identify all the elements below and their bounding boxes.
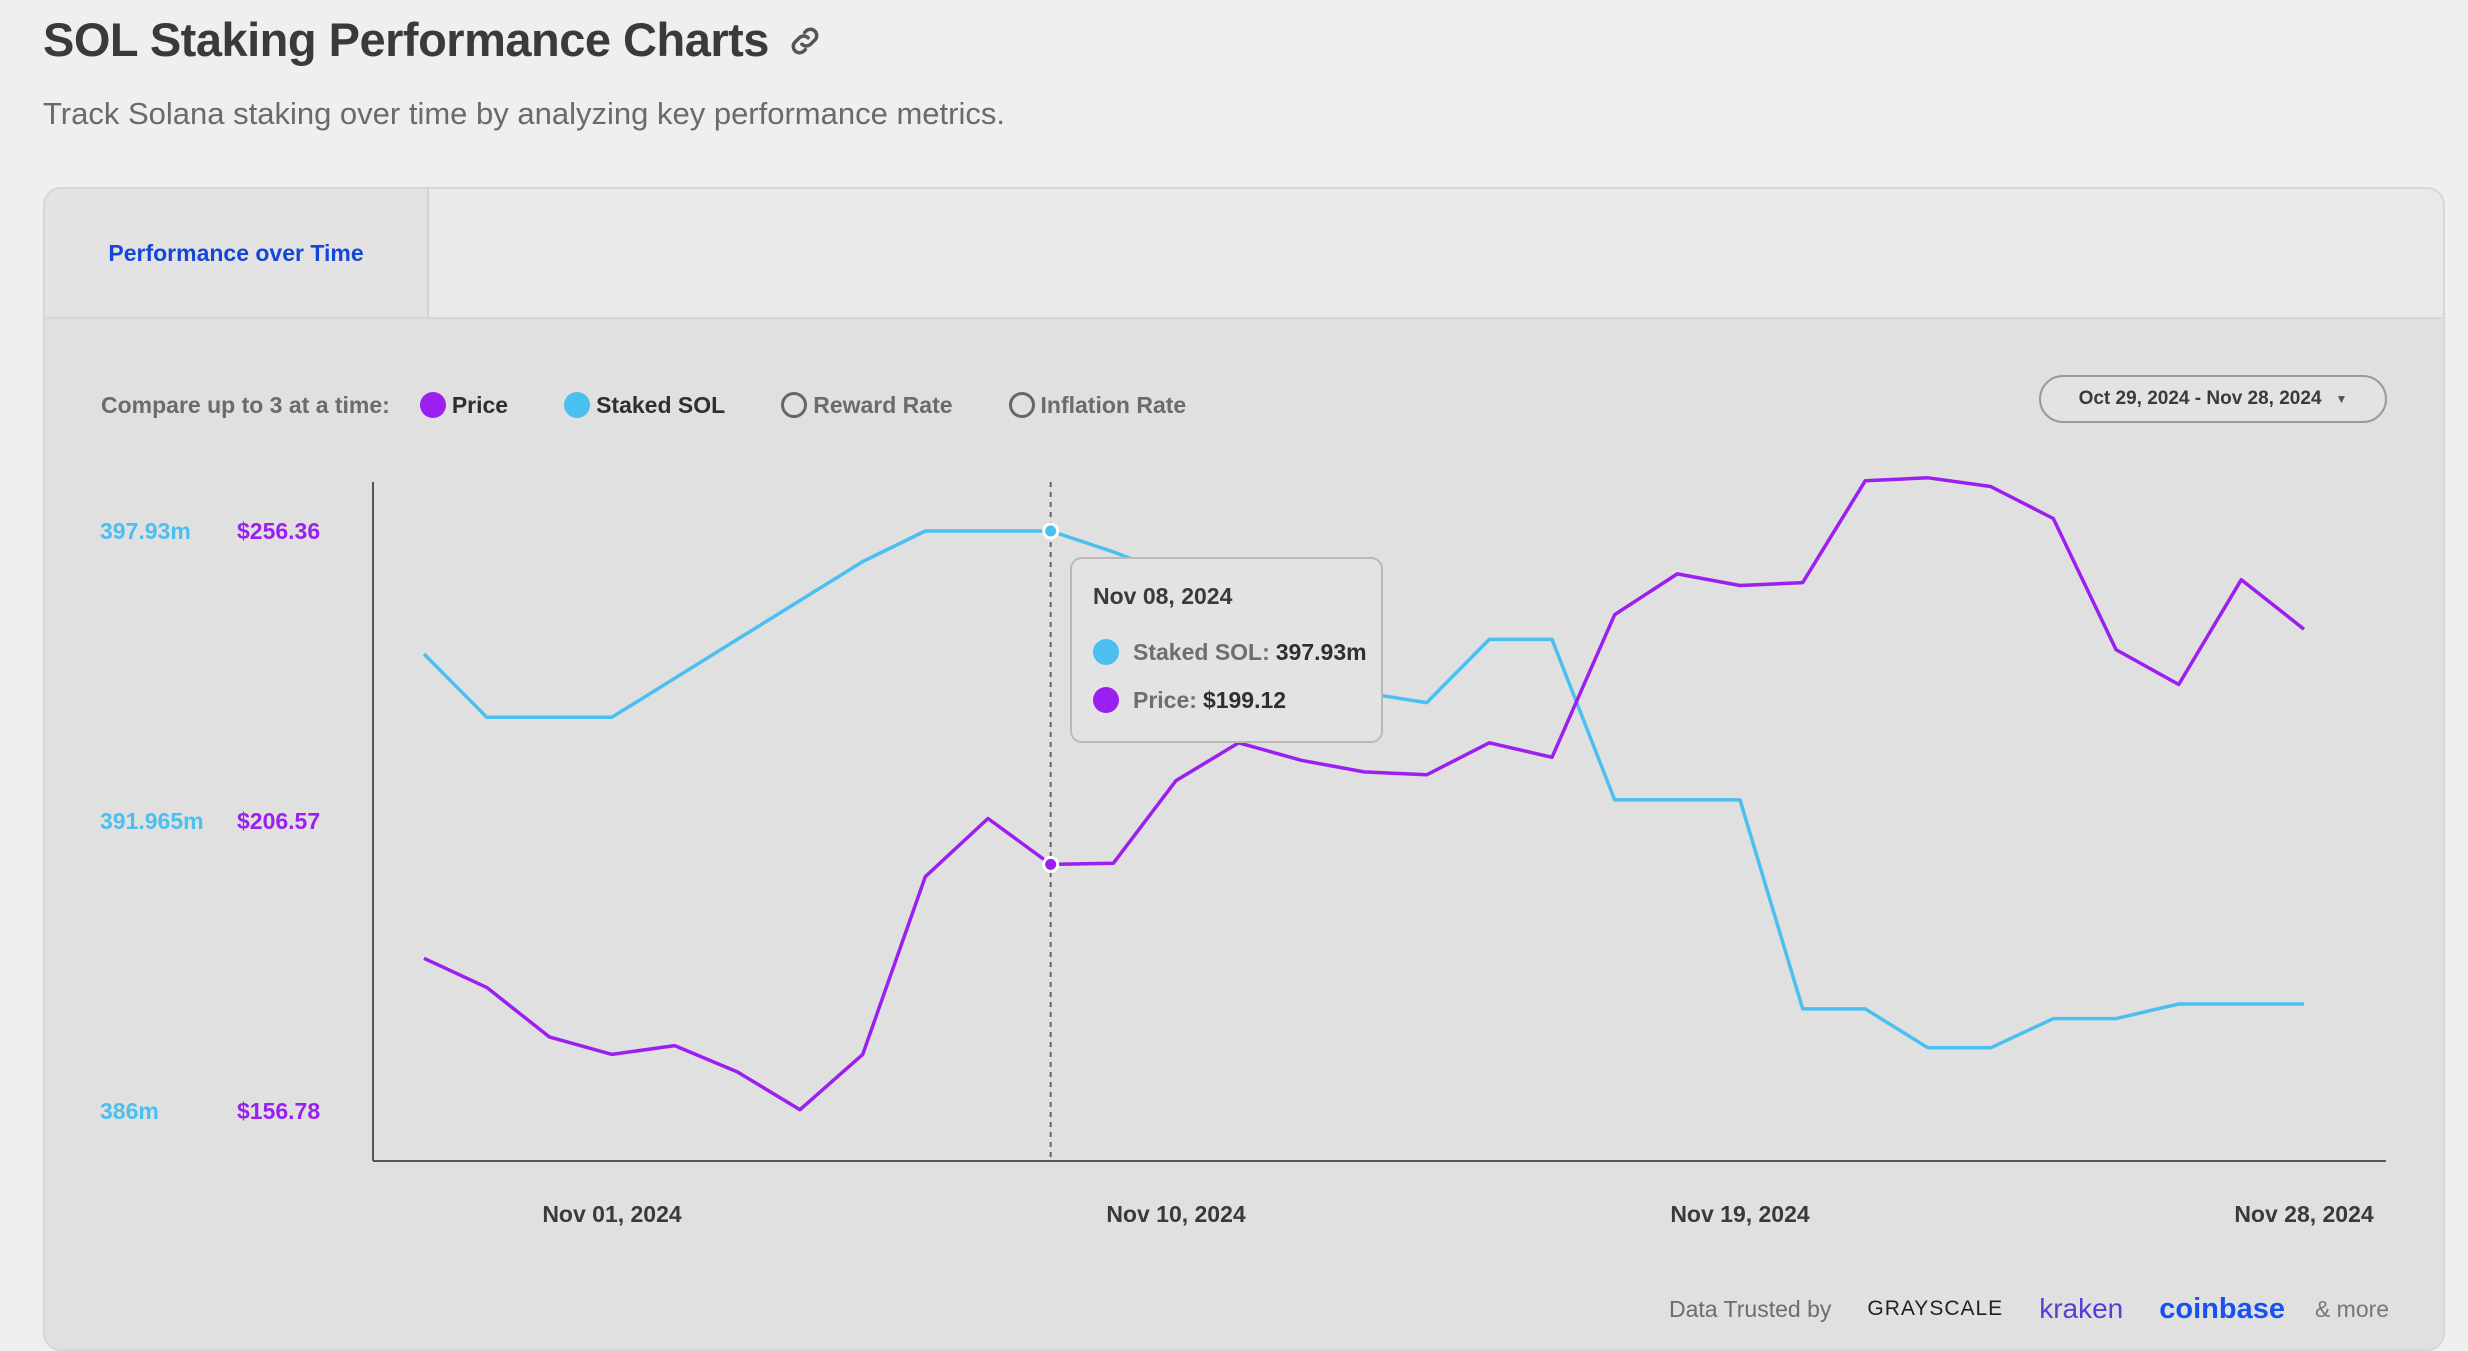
highlight-point-price <box>1042 855 1060 873</box>
trusted-by-bar: Data Trusted by GRAYSCALE kraken coinbas… <box>1669 1291 2389 1327</box>
y-tick-label-price: $156.78 <box>237 1098 320 1124</box>
metric-toggle-inflation-rate[interactable]: Inflation Rate <box>1008 391 1187 419</box>
tooltip-value: $199.12 <box>1202 686 1287 713</box>
y-tick-label-price: $256.36 <box>237 518 320 544</box>
link-icon[interactable] <box>786 22 824 60</box>
metric-toggle-staked-sol[interactable]: Staked SOL <box>564 392 725 419</box>
tab-bar: Performance over Time <box>45 189 2443 317</box>
chart-panel: Compare up to 3 at a time: Price Staked … <box>45 317 2443 1349</box>
x-tick-label: Nov 01, 2024 <box>542 1201 682 1227</box>
y-tick-label-price: $206.57 <box>237 808 320 834</box>
kraken-logo: kraken <box>2039 1293 2124 1324</box>
page-subtitle: Track Solana staking over time by analyz… <box>43 96 1005 131</box>
grayscale-logo: GRAYSCALE <box>1867 1297 2004 1320</box>
metric-toggle-reward-rate[interactable]: Reward Rate <box>781 391 953 419</box>
metric-label-staked-sol: Staked SOL <box>596 391 726 418</box>
y-tick-label-staked-sol: 397.93m <box>100 518 191 544</box>
y-tick-label-staked-sol: 386m <box>100 1098 159 1124</box>
price-dot-icon <box>1093 687 1119 713</box>
coinbase-logo: coinbase <box>2159 1292 2285 1325</box>
tooltip-row-staked-sol: Staked SOL: 397.93m <box>1093 628 1381 676</box>
chart-tooltip: Nov 08, 2024 Staked SOL: 397.93m Price: … <box>1070 557 1383 743</box>
metric-label-price: Price <box>451 391 509 418</box>
price-dot-icon <box>419 392 446 418</box>
x-tick-label: Nov 28, 2024 <box>2234 1201 2374 1227</box>
metric-label-inflation-rate: Inflation Rate <box>1040 391 1187 418</box>
performance-card: Performance over Time Compare up to 3 at… <box>43 187 2445 1351</box>
staked-sol-dot-icon <box>564 392 591 418</box>
staked-sol-dot-icon <box>1093 639 1119 665</box>
page-title: SOL Staking Performance Charts <box>43 13 769 66</box>
metric-label-reward-rate: Reward Rate <box>813 391 953 418</box>
highlight-point-staked-sol <box>1042 522 1060 540</box>
tooltip-value: 397.93m <box>1275 638 1367 665</box>
tab-performance-over-time[interactable]: Performance over Time <box>45 189 429 317</box>
metric-toggle-price[interactable]: Price <box>419 391 509 419</box>
tooltip-label: Staked SOL: <box>1133 638 1270 665</box>
series-line-price <box>423 476 2306 1112</box>
date-range-dropdown[interactable]: Oct 29, 2024 - Nov 28, 2024 ▼ <box>2039 375 2387 423</box>
tooltip-row-price: Price: $199.12 <box>1093 676 1381 724</box>
metric-selector: Compare up to 3 at a time: Price Staked … <box>101 385 1242 425</box>
x-tick-label: Nov 10, 2024 <box>1106 1201 1246 1227</box>
tooltip-label: Price: <box>1133 686 1197 713</box>
x-tick-label: Nov 19, 2024 <box>1670 1201 1810 1227</box>
more-label: & more <box>2314 1295 2390 1322</box>
y-tick-label-staked-sol: 391.965m <box>100 808 204 834</box>
tooltip-date: Nov 08, 2024 <box>1093 583 1233 609</box>
radio-empty-icon <box>1008 392 1035 418</box>
trusted-label: Data Trusted by <box>1669 1295 1832 1322</box>
caret-down-icon: ▼ <box>2335 392 2348 406</box>
radio-empty-icon <box>781 392 808 418</box>
date-range-value: Oct 29, 2024 - Nov 28, 2024 <box>2078 388 2322 409</box>
compare-label: Compare up to 3 at a time: <box>101 391 390 418</box>
